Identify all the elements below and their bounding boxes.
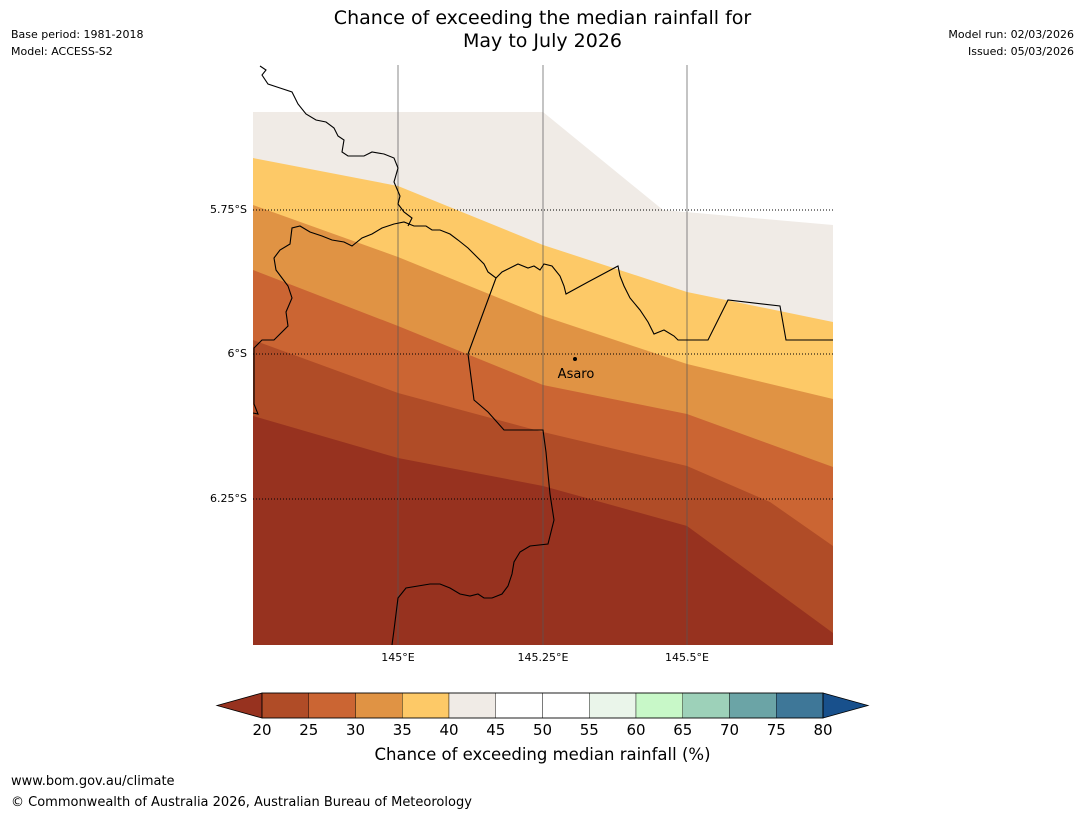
colorbar-cell	[776, 692, 824, 719]
colorbar-tick-label: 40	[439, 721, 458, 739]
lon-tick-label: 145°E	[381, 651, 414, 664]
base-period-text: Base period: 1981-2018	[11, 28, 144, 41]
model-run-text: Model run: 02/03/2026	[948, 28, 1074, 41]
colorbar-cell	[448, 692, 496, 719]
colorbar-cell	[729, 692, 777, 719]
title-line-1: Chance of exceeding the median rainfall …	[333, 7, 752, 29]
model-text: Model: ACCESS-S2	[11, 45, 113, 58]
boundary-south	[391, 277, 555, 645]
lon-tick-label: 145.25°E	[518, 651, 569, 664]
colorbar-tick-label: 25	[299, 721, 318, 739]
colorbar-tick-label: 75	[767, 721, 786, 739]
colorbar-tick-label: 50	[533, 721, 552, 739]
colorbar-tick-label: 45	[486, 721, 505, 739]
asaro-marker	[573, 357, 577, 361]
footer-copyright: © Commonwealth of Australia 2026, Austra…	[11, 795, 472, 810]
footer-url: www.bom.gov.au/climate	[11, 774, 175, 789]
colorbar-tick-label: 65	[673, 721, 692, 739]
colorbar-tick-label: 35	[393, 721, 412, 739]
boundary-north	[259, 65, 413, 227]
colorbar-tick-label: 30	[346, 721, 365, 739]
colorbar-cell	[682, 692, 730, 719]
lat-tick-label: 6°S	[228, 347, 247, 360]
lon-tick-label: 145.5°E	[665, 651, 709, 664]
issued-text: Issued: 05/03/2026	[967, 45, 1074, 58]
colorbar-tick-label: 55	[580, 721, 599, 739]
lat-tick-label: 6.25°S	[210, 492, 247, 505]
colorbar-under-arrow	[215, 692, 263, 719]
colorbar-cell	[495, 692, 543, 719]
colorbar-over-arrow	[822, 692, 870, 719]
colorbar-cell	[402, 692, 450, 719]
colorbar-cell	[308, 692, 356, 719]
colorbar-cell	[261, 692, 309, 719]
colorbar-outline	[261, 692, 824, 719]
colorbar-cells	[261, 692, 824, 719]
colorbar-tick-label: 60	[626, 721, 645, 739]
title-line-2: May to July 2026	[463, 30, 622, 52]
boundary-central	[253, 221, 833, 415]
province-boundaries	[253, 65, 833, 645]
colorbar-tick-labels: 20 25 30 35 40 45 50 55 60 65 70 75 80	[252, 721, 832, 739]
colorbar-tick-label: 70	[720, 721, 739, 739]
meta-left: Base period: 1981-2018 Model: ACCESS-S2	[11, 26, 143, 60]
colorbar-cell	[542, 692, 590, 719]
colorbar-tick-label: 80	[813, 721, 832, 739]
colorbar: 20 25 30 35 40 45 50 55 60 65 70 75 80	[215, 692, 870, 739]
colorbar-cell	[355, 692, 403, 719]
map-title: Chance of exceeding the median rainfall …	[0, 7, 1085, 53]
colorbar-tick-label: 20	[252, 721, 271, 739]
colorbar-title: Chance of exceeding median rainfall (%)	[374, 745, 711, 764]
meta-right: Model run: 02/03/2026 Issued: 05/03/2026	[948, 26, 1074, 60]
colorbar-cell	[589, 692, 637, 719]
colorbar-cell	[635, 692, 683, 719]
asaro-label: Asaro	[558, 367, 595, 382]
lat-tick-label: 5.75°S	[210, 203, 247, 216]
map-panel	[253, 65, 833, 645]
